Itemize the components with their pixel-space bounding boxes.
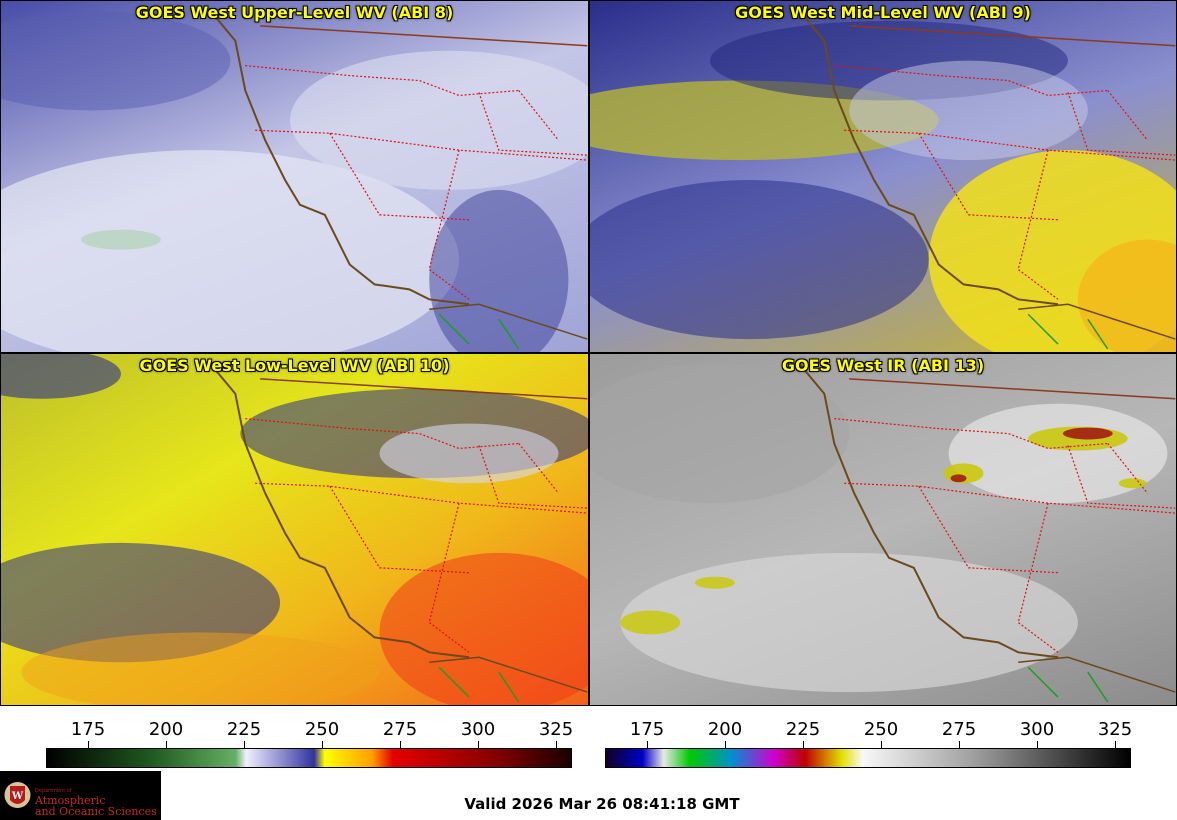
tick-mark xyxy=(1115,741,1116,748)
panel-title: GOES West Upper-Level WV (ABI 8) xyxy=(135,3,454,22)
tick-label: 300 xyxy=(1019,719,1055,740)
valid-time-label: Valid 2026 Mar 26 08:41:18 GMT xyxy=(464,795,740,813)
tick-mark xyxy=(556,741,557,748)
tick-mark xyxy=(166,741,167,748)
tick-label: 225 xyxy=(785,719,821,740)
tick-mark xyxy=(88,741,89,748)
low-level-wv-image xyxy=(1,354,588,705)
logo-line1: Atmospheric xyxy=(35,794,106,807)
wv-colorbar xyxy=(46,748,572,768)
ir-image xyxy=(590,363,1176,703)
panel-title: GOES West IR (ABI 13) xyxy=(781,356,985,375)
mid-level-wv-image xyxy=(590,10,1176,352)
panel-mid-level-wv: GOES West Mid-Level WV (ABI 9) xyxy=(589,0,1177,353)
uw-crest-icon: W xyxy=(4,782,31,808)
tick-label: 300 xyxy=(460,719,496,740)
tick-mark xyxy=(881,741,882,748)
uw-aos-logo: W Department of Atmospheric and Oceanic … xyxy=(0,771,161,820)
tick-mark xyxy=(959,741,960,748)
tick-label: 275 xyxy=(941,719,977,740)
tick-label: 175 xyxy=(629,719,665,740)
panel-title: GOES West Low-Level WV (ABI 10) xyxy=(139,356,450,375)
logo-line2: and Oceanic Sciences xyxy=(35,805,157,818)
tick-mark xyxy=(647,741,648,748)
panel-title: GOES West Mid-Level WV (ABI 9) xyxy=(735,3,1031,22)
ir-colorbar xyxy=(605,748,1131,768)
tick-mark xyxy=(244,741,245,748)
upper-level-wv-image xyxy=(1,10,588,352)
tick-label: 250 xyxy=(863,719,899,740)
tick-label: 200 xyxy=(148,719,184,740)
svg-text:W: W xyxy=(11,791,24,802)
tick-label: 175 xyxy=(70,719,106,740)
tick-mark xyxy=(400,741,401,748)
tick-label: 250 xyxy=(304,719,340,740)
tick-mark xyxy=(1037,741,1038,748)
logo-dept-text: Department of xyxy=(35,788,72,794)
tick-mark xyxy=(803,741,804,748)
tick-mark xyxy=(725,741,726,748)
panel-low-level-wv: GOES West Low-Level WV (ABI 10) xyxy=(0,353,589,706)
tick-mark xyxy=(478,741,479,748)
tick-label: 275 xyxy=(382,719,418,740)
tick-label: 200 xyxy=(707,719,743,740)
tick-label: 325 xyxy=(538,719,574,740)
panel-upper-level-wv: GOES West Upper-Level WV (ABI 8) xyxy=(0,0,589,353)
tick-label: 325 xyxy=(1097,719,1133,740)
tick-mark xyxy=(322,741,323,748)
tick-label: 225 xyxy=(226,719,262,740)
panel-ir: GOES West IR (ABI 13) xyxy=(589,353,1177,706)
